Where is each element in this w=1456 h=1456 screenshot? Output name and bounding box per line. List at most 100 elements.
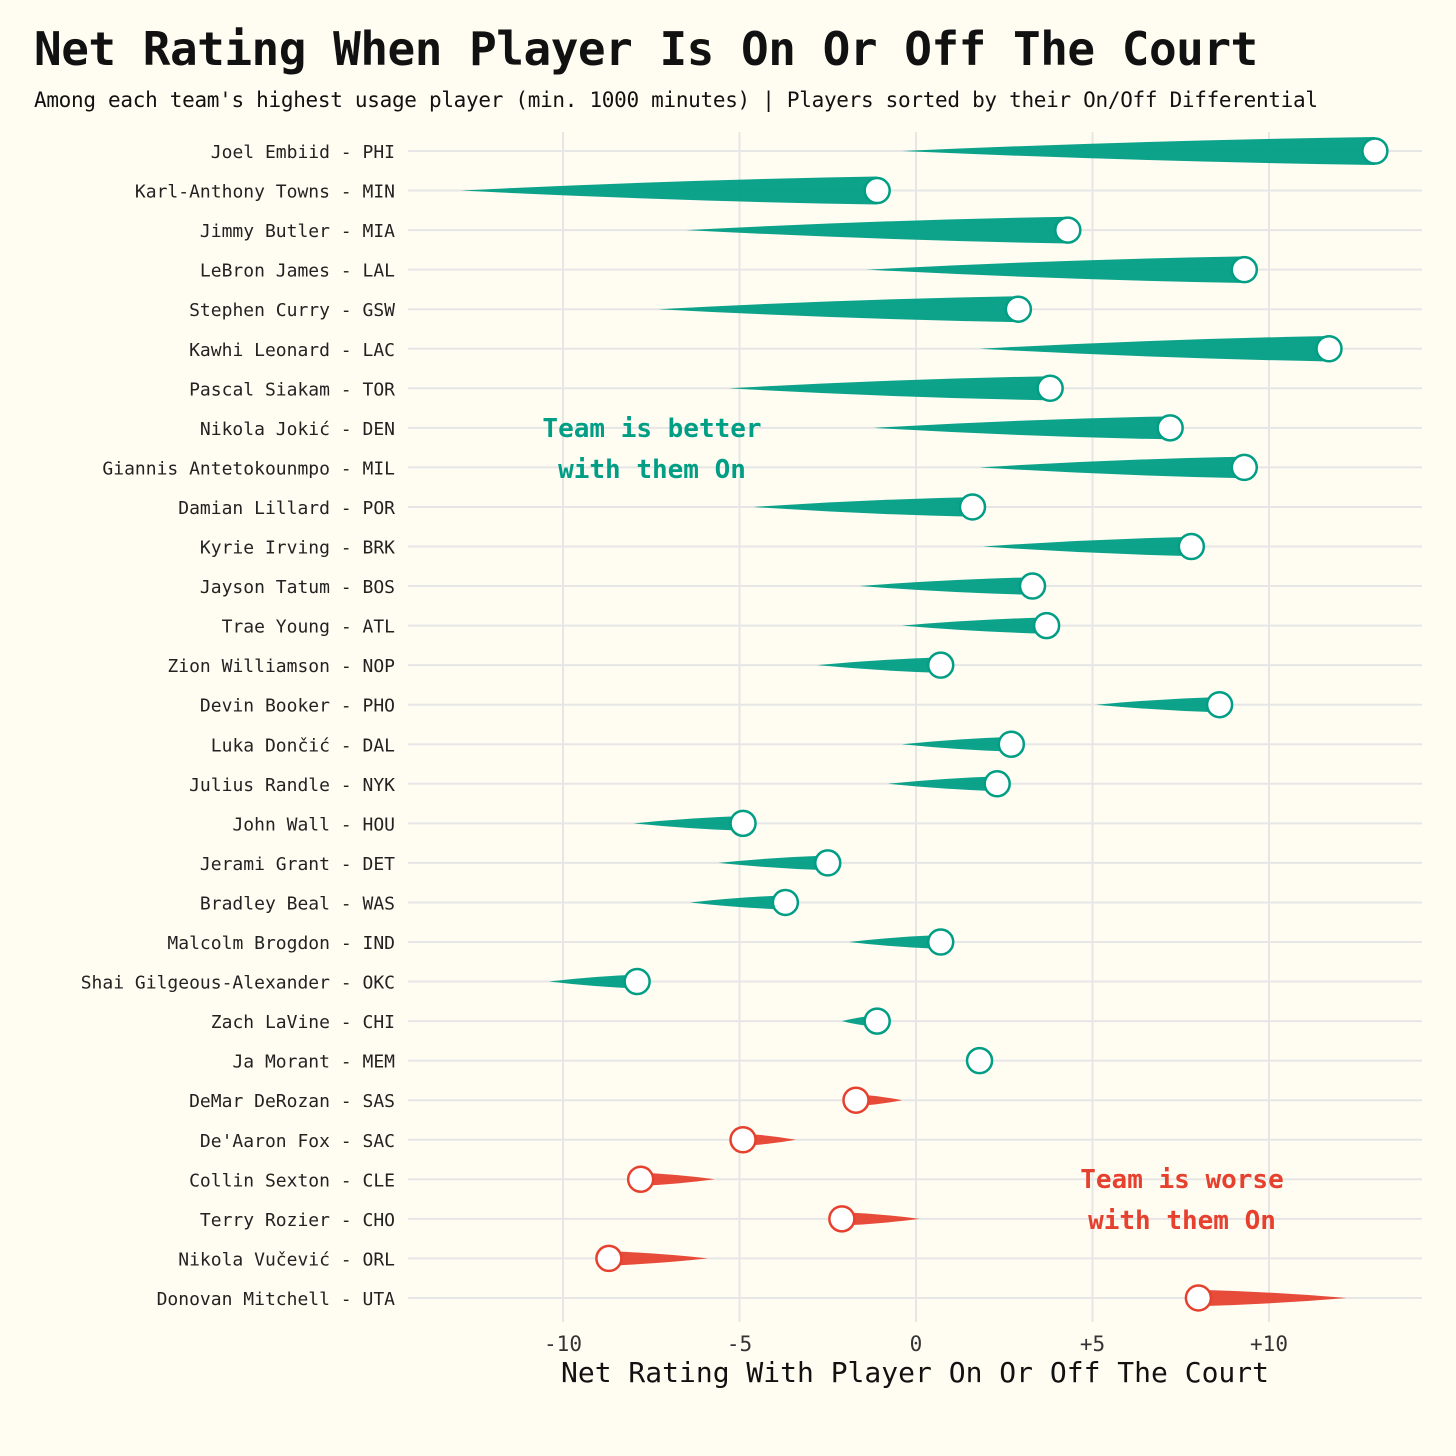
on-court-marker: [1315, 335, 1343, 363]
x-axis-title: Net Rating With Player On Or Off The Cou…: [561, 1356, 1269, 1389]
on-court-marker: [1230, 453, 1259, 482]
player-label: DeMar DeRozan - SAS: [189, 1091, 395, 1112]
player-label: Collin Sexton - CLE: [189, 1170, 395, 1191]
on-off-wedge: [848, 934, 941, 950]
on-court-marker: [729, 809, 757, 838]
on-off-wedge: [460, 176, 878, 205]
on-court-marker: [1004, 295, 1033, 323]
on-court-marker: [1205, 690, 1234, 719]
on-off-wedge: [658, 296, 1019, 323]
on-court-marker: [1177, 532, 1206, 561]
on-off-wedge: [686, 216, 1068, 244]
on-off-wedge: [728, 376, 1051, 401]
player-label: Terry Rozier - CHO: [200, 1210, 395, 1231]
player-label: Shai Gilgeous-Alexander - OKC: [81, 973, 395, 994]
on-court-marker: [965, 1046, 994, 1075]
annotation-worse-line2: with them On: [1088, 1206, 1276, 1236]
player-label: Damian Lillard - POR: [178, 498, 395, 519]
on-court-marker: [814, 849, 842, 877]
on-off-wedge: [887, 776, 998, 792]
player-label: Zion Williamson - NOP: [167, 656, 395, 677]
player-label: Devin Booker - PHO: [200, 696, 395, 717]
player-label: Julius Randle - NYK: [189, 775, 395, 796]
on-court-marker: [863, 1007, 891, 1035]
on-court-marker: [626, 1165, 655, 1194]
annotation-better-line1: Team is better: [542, 414, 761, 444]
on-off-wedge: [608, 1251, 708, 1266]
on-court-marker: [926, 928, 955, 956]
player-label: Stephen Curry - GSW: [189, 300, 395, 321]
on-court-marker: [771, 888, 800, 917]
on-court-marker: [997, 730, 1026, 758]
on-off-wedge: [866, 256, 1245, 283]
player-label: Kyrie Irving - BRK: [200, 538, 395, 559]
mark-layer: [460, 137, 1389, 1312]
on-off-wedge: [901, 617, 1047, 634]
on-off-wedge: [841, 1212, 920, 1226]
on-off-wedge: [753, 497, 973, 517]
on-off-wedge: [1198, 1289, 1347, 1307]
on-off-wedge: [979, 336, 1330, 362]
player-label: Kawhi Leonard - LAC: [189, 340, 395, 361]
x-tick-label: -10: [544, 1332, 582, 1356]
x-tick-label: +5: [1080, 1332, 1105, 1356]
on-court-marker: [863, 176, 891, 205]
player-label: Ja Morant - MEM: [232, 1052, 395, 1073]
player-label: Zach LaVine - CHI: [211, 1012, 395, 1033]
x-tick-label: +10: [1250, 1332, 1288, 1356]
on-court-marker: [1032, 611, 1061, 640]
player-label: Trae Young - ATL: [222, 617, 396, 638]
x-tick-label: 0: [910, 1332, 923, 1356]
on-court-marker: [828, 1205, 856, 1233]
player-label: Jayson Tatum - BOS: [200, 577, 395, 598]
player-label: Malcolm Brogdon - IND: [167, 933, 395, 954]
player-label: LeBron James - LAL: [200, 261, 395, 282]
player-label: Nikola Vučević - ORL: [178, 1249, 395, 1270]
x-tick-label: -5: [727, 1332, 752, 1356]
on-off-wedge: [901, 137, 1375, 165]
player-label: Jerami Grant - DET: [200, 854, 395, 875]
on-off-wedge: [983, 536, 1192, 557]
on-off-wedge: [979, 456, 1245, 479]
on-court-marker: [1184, 1284, 1213, 1312]
on-court-marker: [1036, 374, 1064, 403]
on-off-wedge: [859, 577, 1033, 595]
on-off-wedge: [901, 736, 1012, 752]
on-off-wedge: [690, 895, 786, 910]
on-off-wedge: [1096, 696, 1220, 713]
on-court-marker: [1054, 216, 1082, 244]
player-label: John Wall - HOU: [232, 814, 395, 835]
on-court-marker: [1018, 572, 1047, 600]
player-label: Pascal Siakam - TOR: [189, 379, 395, 400]
on-court-marker: [595, 1244, 623, 1273]
on-off-wedge: [640, 1172, 715, 1186]
player-label: De'Aaron Fox - SAC: [200, 1131, 395, 1152]
on-court-marker: [842, 1086, 870, 1114]
on-court-marker: [623, 967, 651, 996]
player-label: Nikola Jokić - DEN: [200, 419, 395, 440]
player-label: Luka Dončić - DAL: [211, 735, 395, 756]
player-label: Donovan Mitchell - UTA: [157, 1289, 396, 1310]
annotation-worse-line1: Team is worse: [1080, 1165, 1284, 1195]
on-off-wedge: [633, 815, 744, 831]
on-court-marker: [983, 770, 1011, 798]
chart-title: Net Rating When Player Is On Or Off The …: [34, 22, 1258, 76]
annotation-layer: Team is better with them On Team is wors…: [542, 414, 1283, 1236]
on-off-wedge: [548, 974, 638, 989]
on-off-wedge: [817, 657, 941, 673]
on-court-marker: [729, 1126, 757, 1154]
annotation-better-line2: with them On: [558, 455, 746, 485]
on-off-wedge: [718, 855, 828, 871]
on-court-marker: [958, 493, 987, 521]
on-court-marker: [926, 651, 955, 679]
on-court-marker: [1361, 137, 1389, 165]
on-court-marker: [1230, 255, 1259, 284]
player-label: Karl-Anthony Towns - MIN: [135, 182, 395, 203]
player-label: Giannis Antetokounmpo - MIL: [102, 458, 395, 479]
chart-subtitle: Among each team's highest usage player (…: [34, 88, 1318, 112]
player-label: Joel Embiid - PHI: [211, 142, 395, 163]
player-label: Bradley Beal - WAS: [200, 893, 395, 914]
player-label: Jimmy Butler - MIA: [200, 221, 395, 242]
on-off-wedge: [873, 416, 1171, 440]
